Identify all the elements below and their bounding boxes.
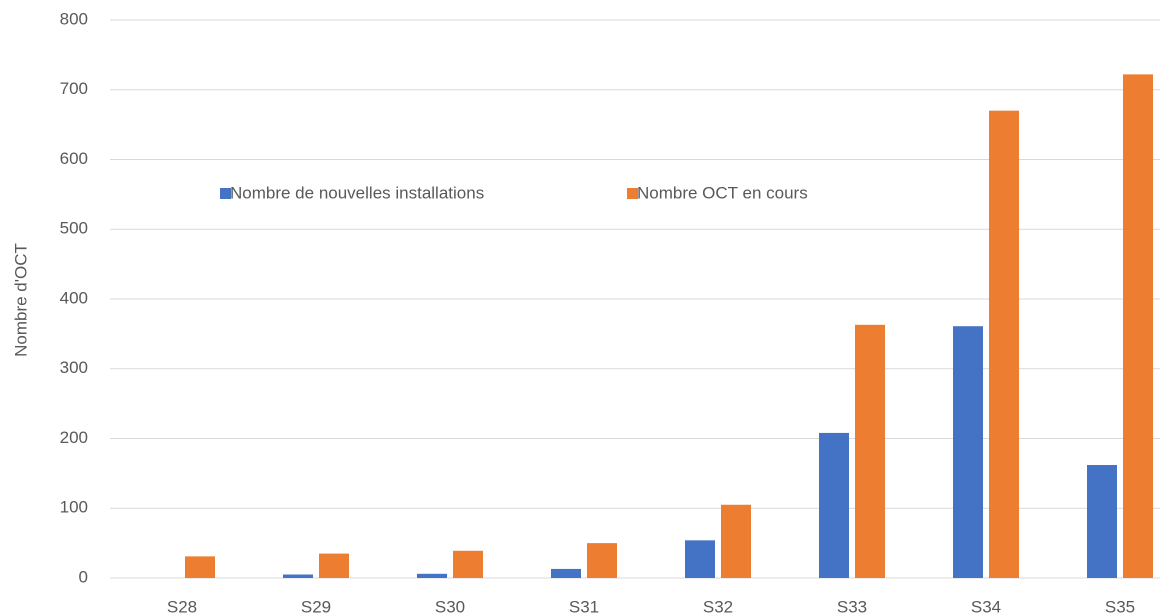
bar [989, 110, 1019, 579]
bar [453, 550, 483, 578]
bar [587, 543, 617, 578]
y-tick-label: 500 [60, 219, 88, 238]
x-tick-label: S29 [301, 597, 331, 616]
legend-swatch [220, 188, 231, 199]
x-tick-label: S33 [837, 597, 867, 616]
bar [417, 573, 447, 578]
bar [319, 553, 349, 578]
bar [855, 324, 885, 578]
bar [953, 326, 983, 578]
legend-label: Nombre OCT en cours [637, 183, 808, 202]
y-tick-label: 700 [60, 79, 88, 98]
y-tick-label: 600 [60, 149, 88, 168]
x-tick-label: S31 [569, 597, 599, 616]
y-tick-label: 0 [79, 567, 88, 586]
y-axis-title: Nombre d'OCT [11, 243, 30, 357]
y-tick-label: 400 [60, 288, 88, 307]
y-tick-label: 800 [60, 9, 88, 28]
x-tick-label: S34 [971, 597, 1001, 616]
bar [721, 504, 751, 578]
bar [185, 556, 215, 578]
x-tick-label: S32 [703, 597, 733, 616]
legend-label: Nombre de nouvelles installations [230, 183, 484, 202]
bar [551, 568, 581, 578]
y-tick-label: 100 [60, 498, 88, 517]
x-tick-label: S30 [435, 597, 465, 616]
legend-swatch [627, 188, 638, 199]
bar [283, 574, 313, 578]
x-tick-label: S35 [1105, 597, 1135, 616]
y-tick-label: 200 [60, 428, 88, 447]
bar [1123, 74, 1153, 578]
y-tick-label: 300 [60, 358, 88, 377]
bar [819, 432, 849, 578]
bar [685, 540, 715, 578]
x-tick-label: S28 [167, 597, 197, 616]
bar [1087, 465, 1117, 578]
